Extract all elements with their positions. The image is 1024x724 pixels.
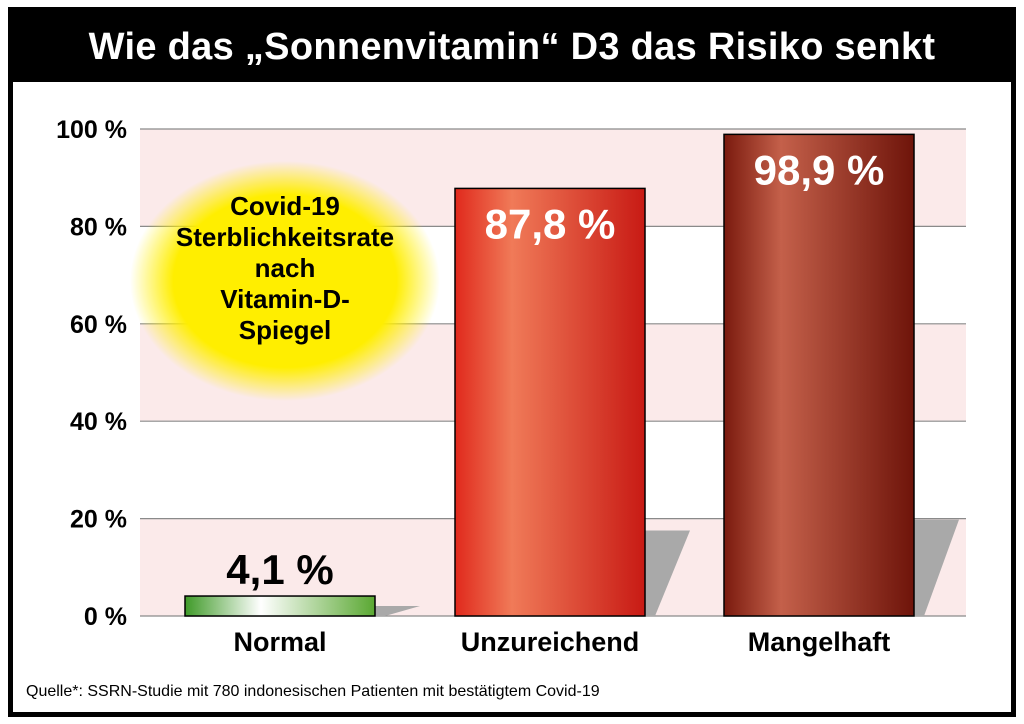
bar-shadows — [375, 519, 959, 616]
bubble-text-line: Covid-19 — [230, 191, 340, 221]
data-label: 4,1 % — [226, 546, 333, 593]
x-tick-label: Unzureichend — [461, 627, 640, 657]
bubble-text-line: Vitamin-D- — [220, 284, 350, 314]
chart-title: Wie das „Sonnenvitamin“ D3 das Risiko se… — [13, 12, 1011, 82]
y-tick-label: 0 % — [84, 603, 127, 631]
y-tick-label: 100 % — [56, 116, 127, 144]
bar-shadow — [645, 530, 690, 616]
bar-mangelhaft — [723, 133, 915, 617]
source-note: Quelle*: SSRN-Studie mit 780 indonesisch… — [26, 683, 600, 700]
x-tick-label: Mangelhaft — [748, 627, 891, 657]
info-bubble: Covid-19SterblichkeitsratenachVitamin-D-… — [130, 161, 440, 401]
value-labels: 4,1 % 87,8 % 98,9 % — [226, 146, 884, 593]
data-label: 98,9 % — [754, 146, 885, 193]
bubble-shape — [130, 161, 440, 401]
y-tick-label: 40 % — [70, 408, 127, 436]
y-tick-label: 80 % — [70, 213, 127, 241]
y-tick-label: 20 % — [70, 506, 127, 534]
y-axis-ticks: 0 % 20 % 40 % 60 % 80 % 100 % — [56, 116, 127, 631]
bars — [184, 133, 915, 617]
bar-shadow — [914, 519, 959, 616]
y-tick-label: 60 % — [70, 311, 127, 339]
bubble-text-line: nach — [255, 253, 316, 283]
bar-unzureichend — [454, 187, 646, 617]
x-axis-ticks: Normal Unzureichend Mangelhaft — [233, 627, 890, 657]
bar-normal — [184, 595, 376, 617]
bubble-text-line: Spiegel — [239, 315, 331, 345]
bar-shadow — [375, 606, 420, 616]
data-label: 87,8 % — [485, 200, 616, 247]
bubble-text-line: Sterblichkeitsrate — [176, 222, 394, 252]
x-tick-label: Normal — [233, 627, 326, 657]
